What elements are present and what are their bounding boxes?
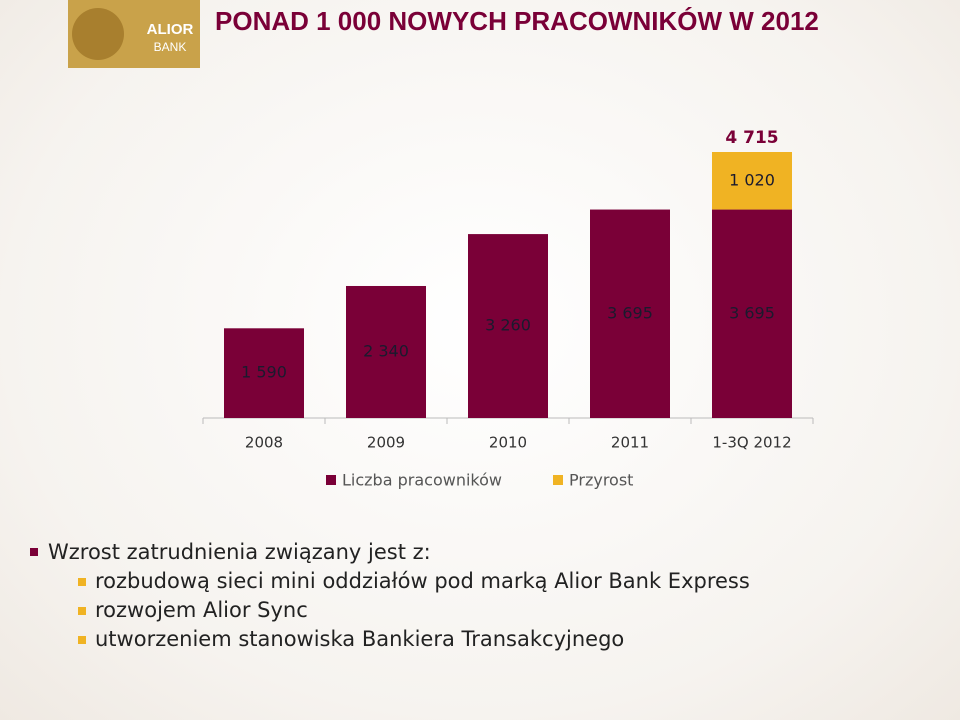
bullet-item: utworzeniem stanowiska Bankiera Transakc… [95, 627, 624, 651]
logo-text: ALIOR [147, 21, 194, 38]
x-tick-label: 2008 [245, 434, 283, 452]
legend-swatch [553, 475, 563, 485]
bar-segment [712, 209, 792, 418]
bullet-marker [78, 578, 86, 586]
bullet-item: rozbudową sieci mini oddziałów pod marką… [95, 569, 750, 593]
bullet-heading: Wzrost zatrudnienia związany jest z: [48, 540, 431, 564]
bar-segment [590, 209, 670, 418]
bullet-marker [30, 548, 38, 556]
data-label: 2 340 [363, 341, 409, 360]
legend-swatch [326, 475, 336, 485]
bar-segment [224, 328, 304, 418]
data-label: 3 695 [729, 303, 775, 322]
logo-text: BANK [154, 40, 187, 54]
total-label: 4 715 [725, 128, 778, 148]
data-label: 1 590 [241, 363, 287, 382]
bullet-marker [78, 636, 86, 644]
legend-label: Liczba pracowników [342, 471, 502, 490]
legend-label: Przyrost [569, 471, 633, 490]
data-label: 3 695 [607, 303, 653, 322]
bar-segment [346, 285, 426, 418]
logo-emblem [72, 8, 124, 60]
slide-title: PONAD 1 000 NOWYCH PRACOWNIKÓW W 2012 [215, 6, 819, 36]
x-tick-label: 2010 [489, 434, 527, 452]
data-label: 3 260 [485, 316, 531, 335]
bullet-marker [78, 607, 86, 615]
x-tick-label: 2009 [367, 434, 405, 452]
bar-segment [712, 152, 792, 210]
x-tick-label: 1-3Q 2012 [712, 434, 791, 452]
data-label: 1 020 [729, 170, 775, 189]
bar-segment [468, 234, 548, 418]
bullet-item: rozwojem Alior Sync [95, 598, 308, 622]
x-tick-label: 2011 [611, 434, 649, 452]
